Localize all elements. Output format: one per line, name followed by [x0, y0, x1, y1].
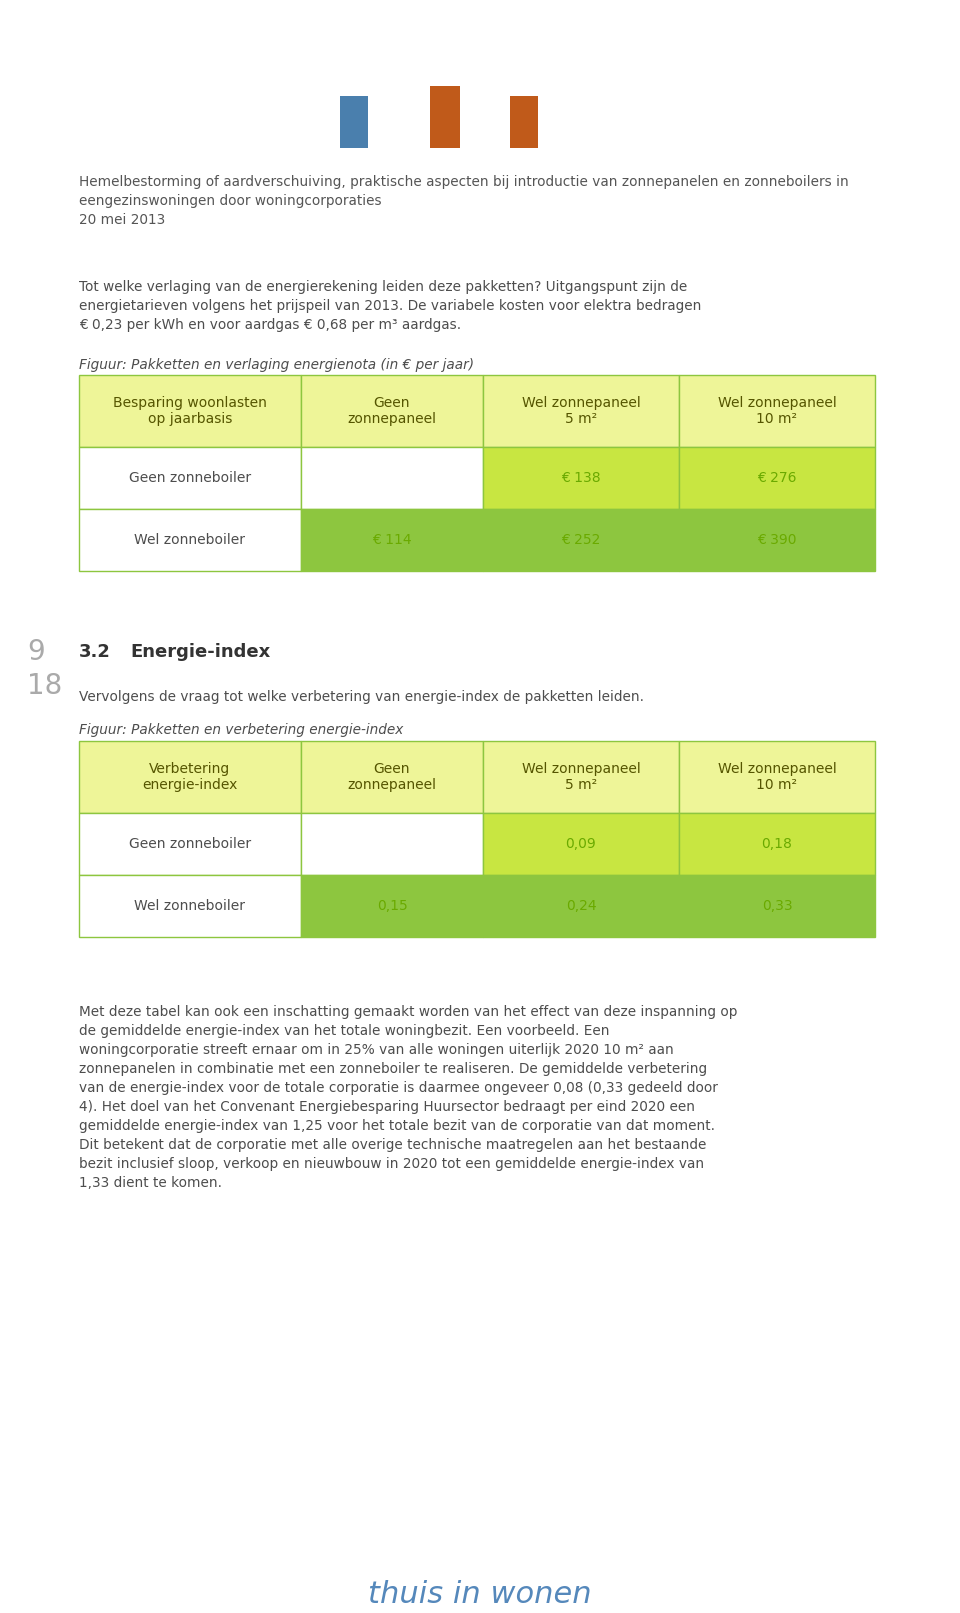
Text: € 276: € 276 — [757, 471, 797, 486]
Text: eengezinswoningen door woningcorporaties: eengezinswoningen door woningcorporaties — [79, 194, 381, 208]
Bar — [430, 85, 460, 148]
Text: 20 mei 2013: 20 mei 2013 — [79, 213, 165, 227]
Polygon shape — [320, 82, 430, 127]
Text: bezit inclusief sloop, verkoop en nieuwbouw in 2020 tot een gemiddelde energie-i: bezit inclusief sloop, verkoop en nieuwb… — [79, 1157, 704, 1171]
Text: thuis in wonen: thuis in wonen — [369, 1581, 591, 1610]
Text: 4). Het doel van het Convenant Energiebesparing Huursector bedraagt per eind 202: 4). Het doel van het Convenant Energiebe… — [79, 1100, 695, 1115]
Text: Hemelbestorming of aardverschuiving, praktische aspecten bij introductie van zon: Hemelbestorming of aardverschuiving, pra… — [79, 174, 849, 189]
Text: Vervolgens de vraag tot welke verbetering van energie-index de pakketten leiden.: Vervolgens de vraag tot welke verbeterin… — [79, 690, 644, 703]
Text: Wel zonnepaneel
5 m²: Wel zonnepaneel 5 m² — [521, 395, 640, 426]
Text: 18: 18 — [27, 673, 62, 700]
Text: Wel zonnepaneel
10 m²: Wel zonnepaneel 10 m² — [718, 395, 836, 426]
Text: Wel zonnepaneel
10 m²: Wel zonnepaneel 10 m² — [718, 761, 836, 792]
Bar — [340, 97, 368, 148]
Text: € 252: € 252 — [562, 532, 601, 547]
Text: Geen
zonnepaneel: Geen zonnepaneel — [348, 395, 437, 426]
Text: energietarieven volgens het prijspeil van 2013. De variabele kosten voor elektra: energietarieven volgens het prijspeil va… — [79, 298, 701, 313]
Text: Dit betekent dat de corporatie met alle overige technische maatregelen aan het b: Dit betekent dat de corporatie met alle … — [79, 1139, 707, 1152]
Text: ensis: ensis — [473, 27, 559, 61]
Text: Figuur: Pakketten en verbetering energie-index: Figuur: Pakketten en verbetering energie… — [79, 723, 403, 737]
Text: 0,09: 0,09 — [565, 837, 596, 852]
Text: Met deze tabel kan ook een inschatting gemaakt worden van het effect van deze in: Met deze tabel kan ook een inschatting g… — [79, 1005, 737, 1019]
Text: Geen zonneboiler: Geen zonneboiler — [129, 471, 252, 486]
Text: Geen zonneboiler: Geen zonneboiler — [129, 837, 252, 852]
Text: zonnepanelen in combinatie met een zonneboiler te realiseren. De gemiddelde verb: zonnepanelen in combinatie met een zonne… — [79, 1061, 707, 1076]
Text: Figuur: Pakketten en verlaging energienota (in € per jaar): Figuur: Pakketten en verlaging energieno… — [79, 358, 474, 373]
Text: € 114: € 114 — [372, 532, 412, 547]
Text: € 138: € 138 — [562, 471, 601, 486]
Text: 9: 9 — [27, 639, 44, 666]
Text: Wel zonnepaneel
5 m²: Wel zonnepaneel 5 m² — [521, 761, 640, 792]
Text: € 390: € 390 — [757, 532, 797, 547]
Polygon shape — [485, 82, 595, 127]
Text: Geen
zonnepaneel: Geen zonnepaneel — [348, 761, 437, 792]
Text: Wel zonneboiler: Wel zonneboiler — [134, 532, 246, 547]
Text: Energie-index: Energie-index — [130, 644, 271, 661]
Text: Tot welke verlaging van de energierekening leiden deze pakketten? Uitgangspunt z: Tot welke verlaging van de energierekeni… — [79, 281, 687, 294]
Text: 3.2: 3.2 — [79, 644, 110, 661]
Text: Wel zonneboiler: Wel zonneboiler — [134, 898, 246, 913]
Text: € 0,23 per kWh en voor aardgas € 0,68 per m³ aardgas.: € 0,23 per kWh en voor aardgas € 0,68 pe… — [79, 318, 461, 332]
Text: Verbetering
energie-index: Verbetering energie-index — [142, 761, 238, 792]
Text: 0,24: 0,24 — [565, 898, 596, 913]
Text: van de energie-index voor de totale corporatie is daarmee ongeveer 0,08 (0,33 ge: van de energie-index voor de totale corp… — [79, 1081, 717, 1095]
Text: 0,33: 0,33 — [761, 898, 792, 913]
Text: 0,18: 0,18 — [761, 837, 792, 852]
Bar — [510, 97, 538, 148]
Text: atri: atri — [404, 27, 470, 61]
Text: woningcorporatie streeft ernaar om in 25% van alle woningen uiterlijk 2020 10 m²: woningcorporatie streeft ernaar om in 25… — [79, 1044, 674, 1057]
Polygon shape — [395, 82, 515, 139]
Text: Besparing woonlasten
op jaarbasis: Besparing woonlasten op jaarbasis — [113, 395, 267, 426]
Text: de gemiddelde energie-index van het totale woningbezit. Een voorbeeld. Een: de gemiddelde energie-index van het tota… — [79, 1024, 610, 1039]
Text: 0,15: 0,15 — [376, 898, 407, 913]
Text: 1,33 dient te komen.: 1,33 dient te komen. — [79, 1176, 222, 1190]
Text: gemiddelde energie-index van 1,25 voor het totale bezit van de corporatie van da: gemiddelde energie-index van 1,25 voor h… — [79, 1119, 714, 1132]
